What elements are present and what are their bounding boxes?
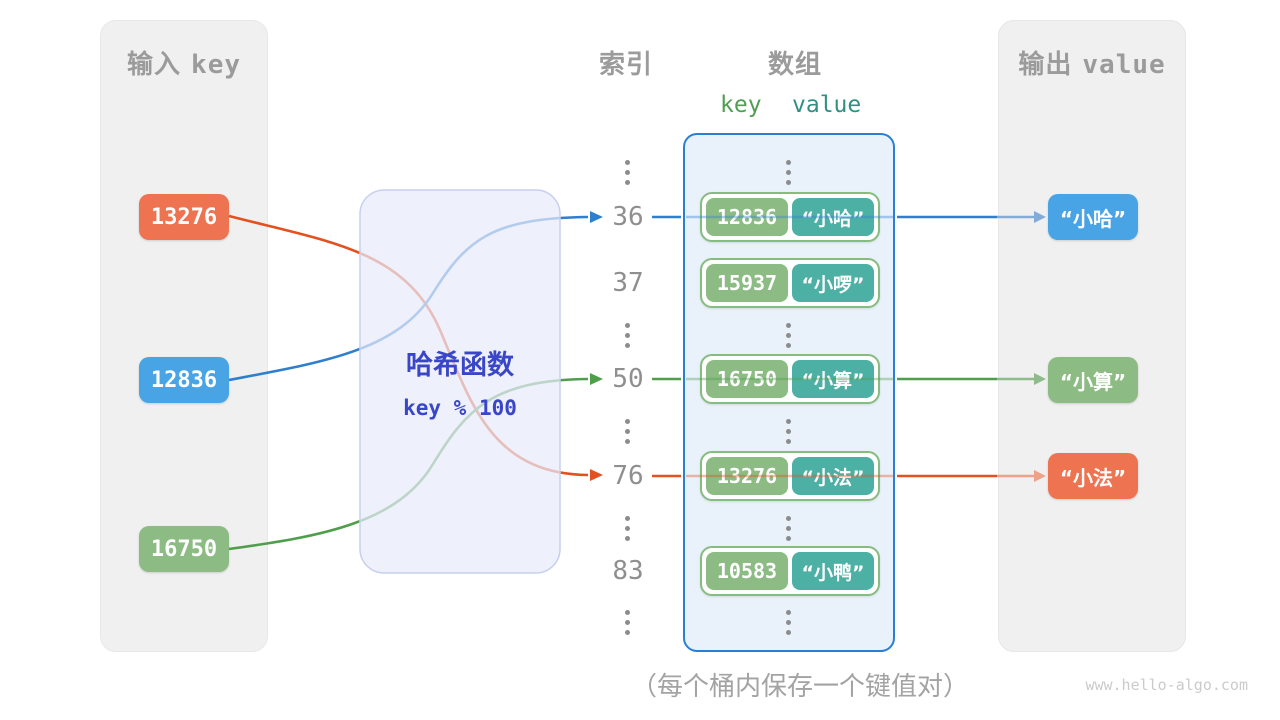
key-value-pair: 10583 “小鸭”	[700, 546, 880, 596]
index-value: 50	[612, 364, 644, 394]
output-panel-title: 输出 value	[994, 44, 1190, 81]
pair-value: “小鸭”	[792, 552, 874, 590]
hash-function-box	[359, 189, 561, 574]
hash-function-label: 哈希函数 key % 100	[360, 190, 560, 573]
index-value: 76	[612, 461, 644, 491]
pair-value: “小哈”	[792, 198, 874, 236]
ellipsis-dots	[625, 416, 630, 446]
key-value-pair: 15937 “小啰”	[700, 258, 880, 308]
ellipsis-dots	[786, 320, 791, 350]
array-key-label: key	[720, 92, 762, 118]
output-title-latin: value	[1082, 50, 1166, 80]
key-value-pair: 12836 “小哈”	[700, 192, 880, 242]
pair-value: “小法”	[792, 457, 874, 495]
index-value: 83	[612, 556, 644, 586]
output-value-box: “小算”	[1048, 357, 1138, 403]
ellipsis-dots	[625, 513, 630, 543]
ellipsis-dots	[786, 157, 791, 187]
hash-function-formula: key % 100	[403, 396, 517, 420]
ellipsis-dots	[786, 513, 791, 543]
input-key-box: 13276	[139, 194, 229, 240]
index-value: 36	[612, 202, 644, 232]
pair-key: 15937	[706, 264, 788, 302]
pair-key: 10583	[706, 552, 788, 590]
output-title-cjk: 输出	[1018, 50, 1073, 80]
pair-key: 12836	[706, 198, 788, 236]
index-column-title: 索引	[598, 50, 653, 80]
curve-orange	[228, 214, 589, 477]
key-value-pair: 13276 “小法”	[700, 451, 880, 501]
array-column-title: 数组	[767, 50, 822, 80]
pair-value: “小算”	[792, 360, 874, 398]
pair-value: “小啰”	[792, 264, 874, 302]
diagram-caption: （每个桶内保存一个键值对）	[630, 672, 969, 702]
input-key-box: 16750	[139, 526, 229, 572]
output-value-panel	[998, 20, 1186, 652]
input-title-cjk: 输入	[126, 50, 181, 80]
watermark: www.hello-algo.com	[1085, 676, 1248, 694]
index-value: 37	[612, 268, 644, 298]
input-panel-title: 输入 key	[100, 44, 268, 81]
pair-key: 16750	[706, 360, 788, 398]
curve-blue	[228, 215, 589, 382]
output-value-box: “小法”	[1048, 453, 1138, 499]
output-value-box: “小哈”	[1048, 194, 1138, 240]
input-title-latin: key	[191, 50, 242, 80]
input-key-box: 12836	[139, 357, 229, 403]
ellipsis-dots	[625, 320, 630, 350]
ellipsis-dots	[786, 607, 791, 637]
hash-function-title: 哈希函数	[406, 350, 514, 381]
ellipsis-dots	[625, 157, 630, 187]
curve-green	[228, 377, 589, 551]
ellipsis-dots	[786, 416, 791, 446]
ellipsis-dots	[625, 607, 630, 637]
array-value-label: value	[792, 92, 862, 118]
key-value-pair: 16750 “小算”	[700, 354, 880, 404]
pair-key: 13276	[706, 457, 788, 495]
